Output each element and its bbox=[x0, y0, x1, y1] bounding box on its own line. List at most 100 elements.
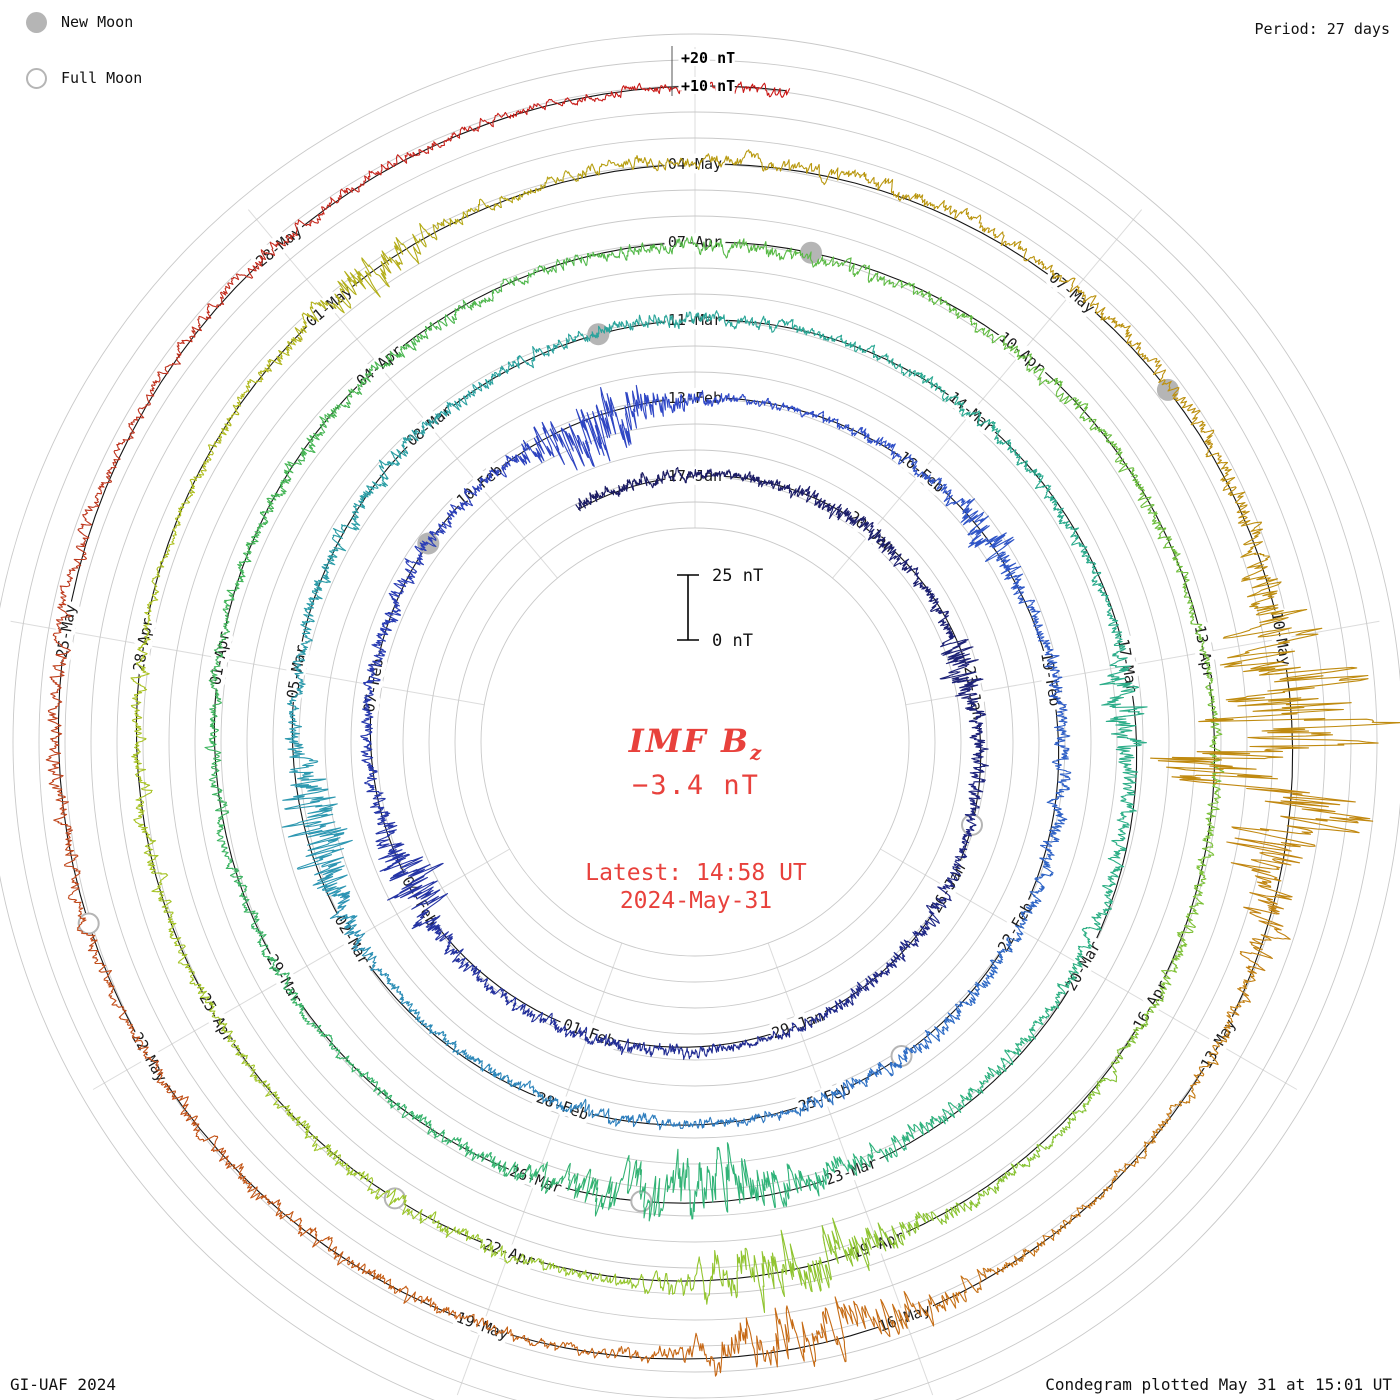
date-label: 14-Mar bbox=[945, 388, 998, 437]
bz-trace-segment bbox=[390, 429, 426, 465]
bz-trace-segment bbox=[523, 1008, 556, 1026]
bz-trace-segment bbox=[1181, 403, 1219, 458]
bz-trace-segment bbox=[1205, 670, 1219, 723]
bz-trace-segment bbox=[718, 314, 761, 331]
bz-trace-segment bbox=[259, 471, 292, 517]
bz-trace-segment bbox=[1055, 962, 1083, 1003]
bz-trace-segment bbox=[750, 474, 779, 490]
bz-trace-segment bbox=[47, 654, 67, 719]
nt-gridline-circle bbox=[90, 137, 1300, 1347]
plus20-grid-label: +20 nT bbox=[681, 49, 735, 67]
bz-trace-segment bbox=[73, 901, 99, 961]
plotted-timestamp-label: Condegram plotted May 31 at 15:01 UT bbox=[1045, 1375, 1392, 1394]
nt-gridline-circle bbox=[168, 215, 1222, 1269]
bz-trace-segment bbox=[725, 1247, 782, 1314]
bz-trace-segment bbox=[636, 238, 686, 255]
latest-time-label: Latest: 14:58 UT bbox=[585, 860, 807, 886]
bz-trace-segment bbox=[683, 236, 734, 259]
bz-trace-segment bbox=[940, 635, 974, 665]
bz-trace-segment bbox=[955, 981, 988, 1013]
bz-trace-segment bbox=[289, 749, 327, 789]
bz-trace-segment bbox=[730, 1035, 761, 1052]
quantity-subscript: z bbox=[750, 740, 764, 765]
bz-trace-segment bbox=[227, 1035, 261, 1082]
bz-trace-segment bbox=[411, 889, 449, 932]
bz-trace-segment bbox=[876, 353, 918, 377]
bz-trace-segment bbox=[553, 1020, 585, 1038]
bz-trace-segment bbox=[823, 503, 852, 522]
bz-trace-segment bbox=[1136, 483, 1166, 531]
bz-trace-segment bbox=[718, 1317, 780, 1374]
bz-trace-segment bbox=[788, 1016, 817, 1038]
bz-trace-segment bbox=[370, 961, 400, 993]
latest-date-label: 2024-May-31 bbox=[619, 888, 773, 914]
bz-trace-segment bbox=[446, 488, 474, 520]
bz-trace-segment bbox=[396, 990, 423, 1023]
bz-trace-segment bbox=[1000, 922, 1026, 953]
nt-gridline-circle bbox=[454, 501, 936, 983]
bz-trace-segment bbox=[1146, 969, 1177, 1015]
bz-trace-segment bbox=[1207, 1011, 1240, 1066]
bz-trace-segment bbox=[1185, 871, 1207, 923]
bz-trace-segment bbox=[827, 256, 877, 284]
bz-trace-segment bbox=[118, 1016, 160, 1069]
bz-trace-segment bbox=[1214, 452, 1246, 508]
bz-trace-segment bbox=[541, 421, 595, 471]
bz-trace-segment bbox=[294, 188, 349, 231]
bz-trace-segment bbox=[1205, 771, 1224, 824]
bz-trace-segment bbox=[699, 468, 727, 480]
bz-trace-segment bbox=[485, 355, 520, 386]
bz-trace-segment bbox=[476, 190, 532, 212]
bz-trace-segment bbox=[945, 497, 985, 526]
bz-trace-segment bbox=[175, 469, 205, 520]
bz-trace-segment bbox=[700, 1043, 732, 1058]
bz-trace-segment bbox=[769, 87, 791, 98]
radial-gridline bbox=[880, 848, 1298, 1090]
date-label: 01-Apr bbox=[206, 630, 233, 686]
bz-trace-segment bbox=[1111, 799, 1137, 842]
bz-trace-segment bbox=[351, 488, 374, 530]
date-label: 19-May bbox=[454, 1308, 511, 1343]
bz-trace-segment bbox=[922, 1200, 978, 1225]
bz-trace-segment bbox=[1169, 1064, 1210, 1112]
bz-trace-segment bbox=[1150, 728, 1379, 782]
bz-trace-segment bbox=[779, 247, 829, 268]
bz-trace-segment bbox=[758, 1029, 791, 1042]
bz-trace-segment bbox=[610, 1038, 642, 1055]
bz-trace-segment bbox=[311, 558, 336, 600]
bz-trace-segment bbox=[513, 1080, 552, 1104]
bz-trace-segment bbox=[375, 814, 402, 850]
bz-trace-segment bbox=[584, 1103, 623, 1127]
bz-trace-segment bbox=[1099, 675, 1148, 719]
bz-trace-segment bbox=[211, 787, 230, 837]
bz-trace-segment bbox=[332, 1153, 375, 1195]
bz-trace-segment bbox=[201, 422, 232, 472]
bz-trace-segment bbox=[294, 299, 345, 342]
bz-trace-segment bbox=[131, 730, 150, 786]
bz-trace-segment bbox=[508, 1161, 556, 1194]
bz-trace-segment bbox=[346, 361, 379, 405]
bz-trace-segment bbox=[778, 1229, 832, 1297]
bz-trace-segment bbox=[891, 1290, 950, 1335]
bz-trace-segment bbox=[1179, 778, 1374, 848]
bz-trace-segment bbox=[959, 824, 976, 852]
legend-full-moon: Full Moon bbox=[26, 64, 142, 92]
bz-trace-segment bbox=[292, 632, 313, 674]
bz-trace-segment bbox=[863, 172, 919, 202]
bz-trace-segment bbox=[686, 1146, 730, 1220]
bz-trace-segment bbox=[1100, 592, 1122, 633]
bz-trace-segment bbox=[186, 1115, 231, 1169]
bz-trace-segment bbox=[1014, 449, 1044, 489]
bz-trace-segment bbox=[1048, 1199, 1097, 1241]
bz-trace-segment bbox=[452, 379, 490, 411]
bz-trace-segment bbox=[269, 963, 299, 1006]
bz-trace-segment bbox=[1048, 676, 1068, 714]
bz-trace-segment bbox=[620, 1270, 675, 1296]
bz-trace-segment bbox=[836, 1071, 872, 1100]
bz-trace-segment bbox=[329, 891, 358, 936]
bz-trace-segment bbox=[906, 567, 929, 591]
bz-trace-segment bbox=[283, 434, 320, 476]
bz-trace-segment bbox=[967, 1065, 1007, 1098]
bz-trace-segment bbox=[144, 569, 161, 625]
legend-full-moon-label: Full Moon bbox=[61, 69, 143, 87]
